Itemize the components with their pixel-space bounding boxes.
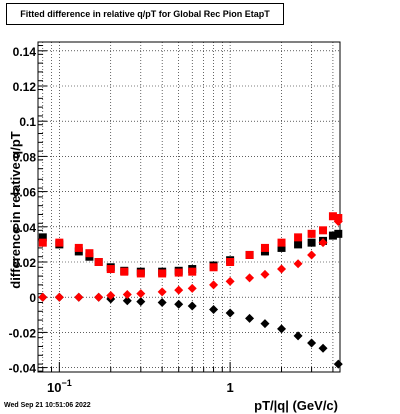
y-tick-label: 0.1 [19,115,36,129]
diamond-marker [307,338,317,348]
y-tick-label: 0.02 [13,256,37,270]
diamond-marker [106,290,116,300]
square-marker [294,233,303,242]
footer-date: Wed Sep 21 10:51:06 2022 [4,402,91,409]
y-tick-label: 0.12 [13,80,37,94]
square-marker [260,243,269,252]
square-marker [55,238,64,247]
square-marker [174,268,183,277]
square-marker [277,238,286,247]
square-marker [106,265,115,274]
square-marker [226,258,235,266]
plot-frame [37,41,341,373]
diamond-marker [333,359,343,369]
diamond-marker [122,290,132,300]
square-marker [188,267,197,276]
diamond-marker [225,308,235,318]
diamond-marker [136,297,146,307]
y-tick-label: 0 [29,291,36,305]
diamond-marker [174,299,184,309]
square-marker [120,267,129,276]
x-axis-label: pT/|q| (GeV/c) [254,398,338,413]
square-marker [209,263,218,272]
square-marker [328,231,337,240]
y-tick-label: -0.02 [9,326,37,340]
square-marker [38,238,47,247]
diamond-marker [38,292,48,302]
diamond-marker [293,259,303,269]
x-tick-label: 1 [226,380,233,395]
diamond-marker [187,283,197,293]
square-marker [319,226,328,235]
diamond-marker [174,285,184,295]
diamond-marker [277,324,287,334]
y-tick-label: 0.14 [13,45,37,59]
y-tick-label: 0.08 [13,150,37,164]
square-marker [85,249,94,258]
diamond-marker [209,305,219,315]
diamond-marker [157,287,167,297]
y-tick-label: 0.06 [13,186,37,200]
diamond-marker [225,276,235,286]
square-marker [328,212,337,221]
diamond-marker [245,273,255,283]
grid-lines [38,42,340,372]
square-marker [158,269,167,278]
diamond-marker [94,292,104,302]
diamond-marker [122,296,132,306]
x-tick-label: 10−1 [47,378,72,395]
y-tick-label: -0.04 [9,362,37,376]
square-marker [277,243,286,252]
diamond-marker [187,301,197,311]
diamond-marker [293,331,303,341]
diamond-marker [318,238,328,248]
diamond-marker [318,343,328,353]
diamond-marker [333,217,343,227]
diamond-marker [136,289,146,299]
square-marker [307,238,316,247]
diamond-marker [74,292,84,302]
diamond-marker [260,269,270,279]
square-marker [334,229,343,238]
square-marker [307,229,316,238]
diamond-marker [54,292,64,302]
square-marker [245,250,254,259]
tick-labels: -0.04 -0.02 0 0.02 0.04 0.06 0.08 0.1 0.12 0.14 10… [9,45,234,395]
chart-title: Fitted difference in relative q/pT for G… [6,3,284,25]
square-marker [38,233,47,242]
square-marker [74,243,83,252]
diamond-marker [307,250,317,260]
y-tick-label: 0.04 [13,221,37,235]
y-axis-label: difference in relative q/pT [8,131,23,289]
diamond-marker [260,319,270,329]
data-marks [38,212,343,369]
diamond-marker [157,297,167,307]
diamond-marker [209,280,219,290]
square-marker [294,240,303,249]
square-marker [94,258,103,266]
diamond-marker [277,264,287,274]
diamond-marker [245,313,255,323]
square-marker [136,269,145,278]
